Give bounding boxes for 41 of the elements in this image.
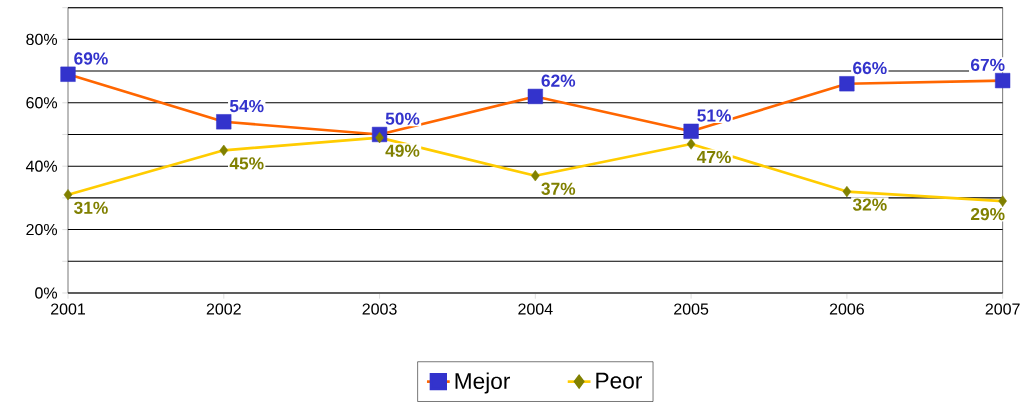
data-label: 31% bbox=[74, 201, 108, 214]
y-tick-label: 60% bbox=[26, 97, 58, 109]
y-tick-label: 40% bbox=[25, 160, 58, 172]
y-tick-label: 20% bbox=[26, 223, 58, 236]
legend-label: Mejor bbox=[455, 372, 511, 394]
data-label: 37% bbox=[541, 182, 576, 195]
x-tick-label: 2001 bbox=[51, 303, 86, 315]
y-tick-label: 0% bbox=[35, 287, 58, 299]
data-label: 45% bbox=[229, 157, 264, 170]
point bbox=[995, 72, 1011, 89]
point bbox=[842, 185, 852, 198]
data-label: 29% bbox=[970, 207, 1005, 221]
data-label: 51% bbox=[697, 109, 731, 122]
point bbox=[998, 195, 1007, 207]
point bbox=[686, 138, 696, 150]
y-tick-label: 80% bbox=[26, 33, 58, 46]
data-label: 50% bbox=[385, 112, 420, 125]
legend-label: Peor bbox=[596, 372, 642, 389]
point bbox=[527, 88, 543, 105]
point bbox=[216, 114, 232, 130]
data-label: 49% bbox=[385, 144, 420, 157]
data-label: 66% bbox=[853, 61, 887, 75]
x-tick-label: 2004 bbox=[518, 303, 553, 315]
point bbox=[219, 144, 229, 156]
data-label: 67% bbox=[970, 58, 1005, 71]
x-tick-label: 2003 bbox=[362, 303, 397, 315]
data-label: 69% bbox=[74, 52, 108, 65]
data-label: 62% bbox=[541, 74, 576, 87]
point bbox=[531, 170, 540, 182]
point bbox=[839, 76, 855, 92]
x-tick-label: 2006 bbox=[829, 303, 864, 315]
data-label: 47% bbox=[696, 150, 731, 164]
data-label: 54% bbox=[229, 99, 264, 113]
x-tick-label: 2005 bbox=[674, 303, 709, 315]
x-tick-label: 2002 bbox=[206, 303, 241, 315]
point bbox=[60, 66, 76, 82]
point bbox=[375, 132, 384, 144]
point bbox=[683, 123, 699, 139]
data-label: 32% bbox=[852, 198, 887, 211]
x-tick-label: 2007 bbox=[985, 303, 1020, 315]
point bbox=[63, 189, 73, 201]
